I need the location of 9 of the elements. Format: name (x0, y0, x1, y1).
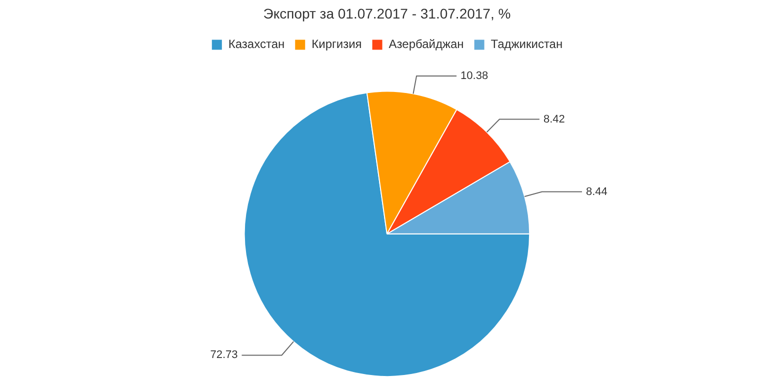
data-label: 72.73 (210, 349, 238, 362)
legend-label: Азербайджан (388, 37, 464, 52)
legend-label: Казахстан (228, 37, 285, 52)
chart-title: Экспорт за 01.07.2017 - 31.07.2017, % (263, 5, 511, 22)
legend-label: Киргизия (312, 37, 362, 52)
legend-label: Таджикистан (490, 37, 563, 52)
data-label: 8.44 (586, 186, 608, 198)
data-label: 8.42 (543, 113, 565, 126)
data-label: 10.38 (460, 70, 488, 82)
